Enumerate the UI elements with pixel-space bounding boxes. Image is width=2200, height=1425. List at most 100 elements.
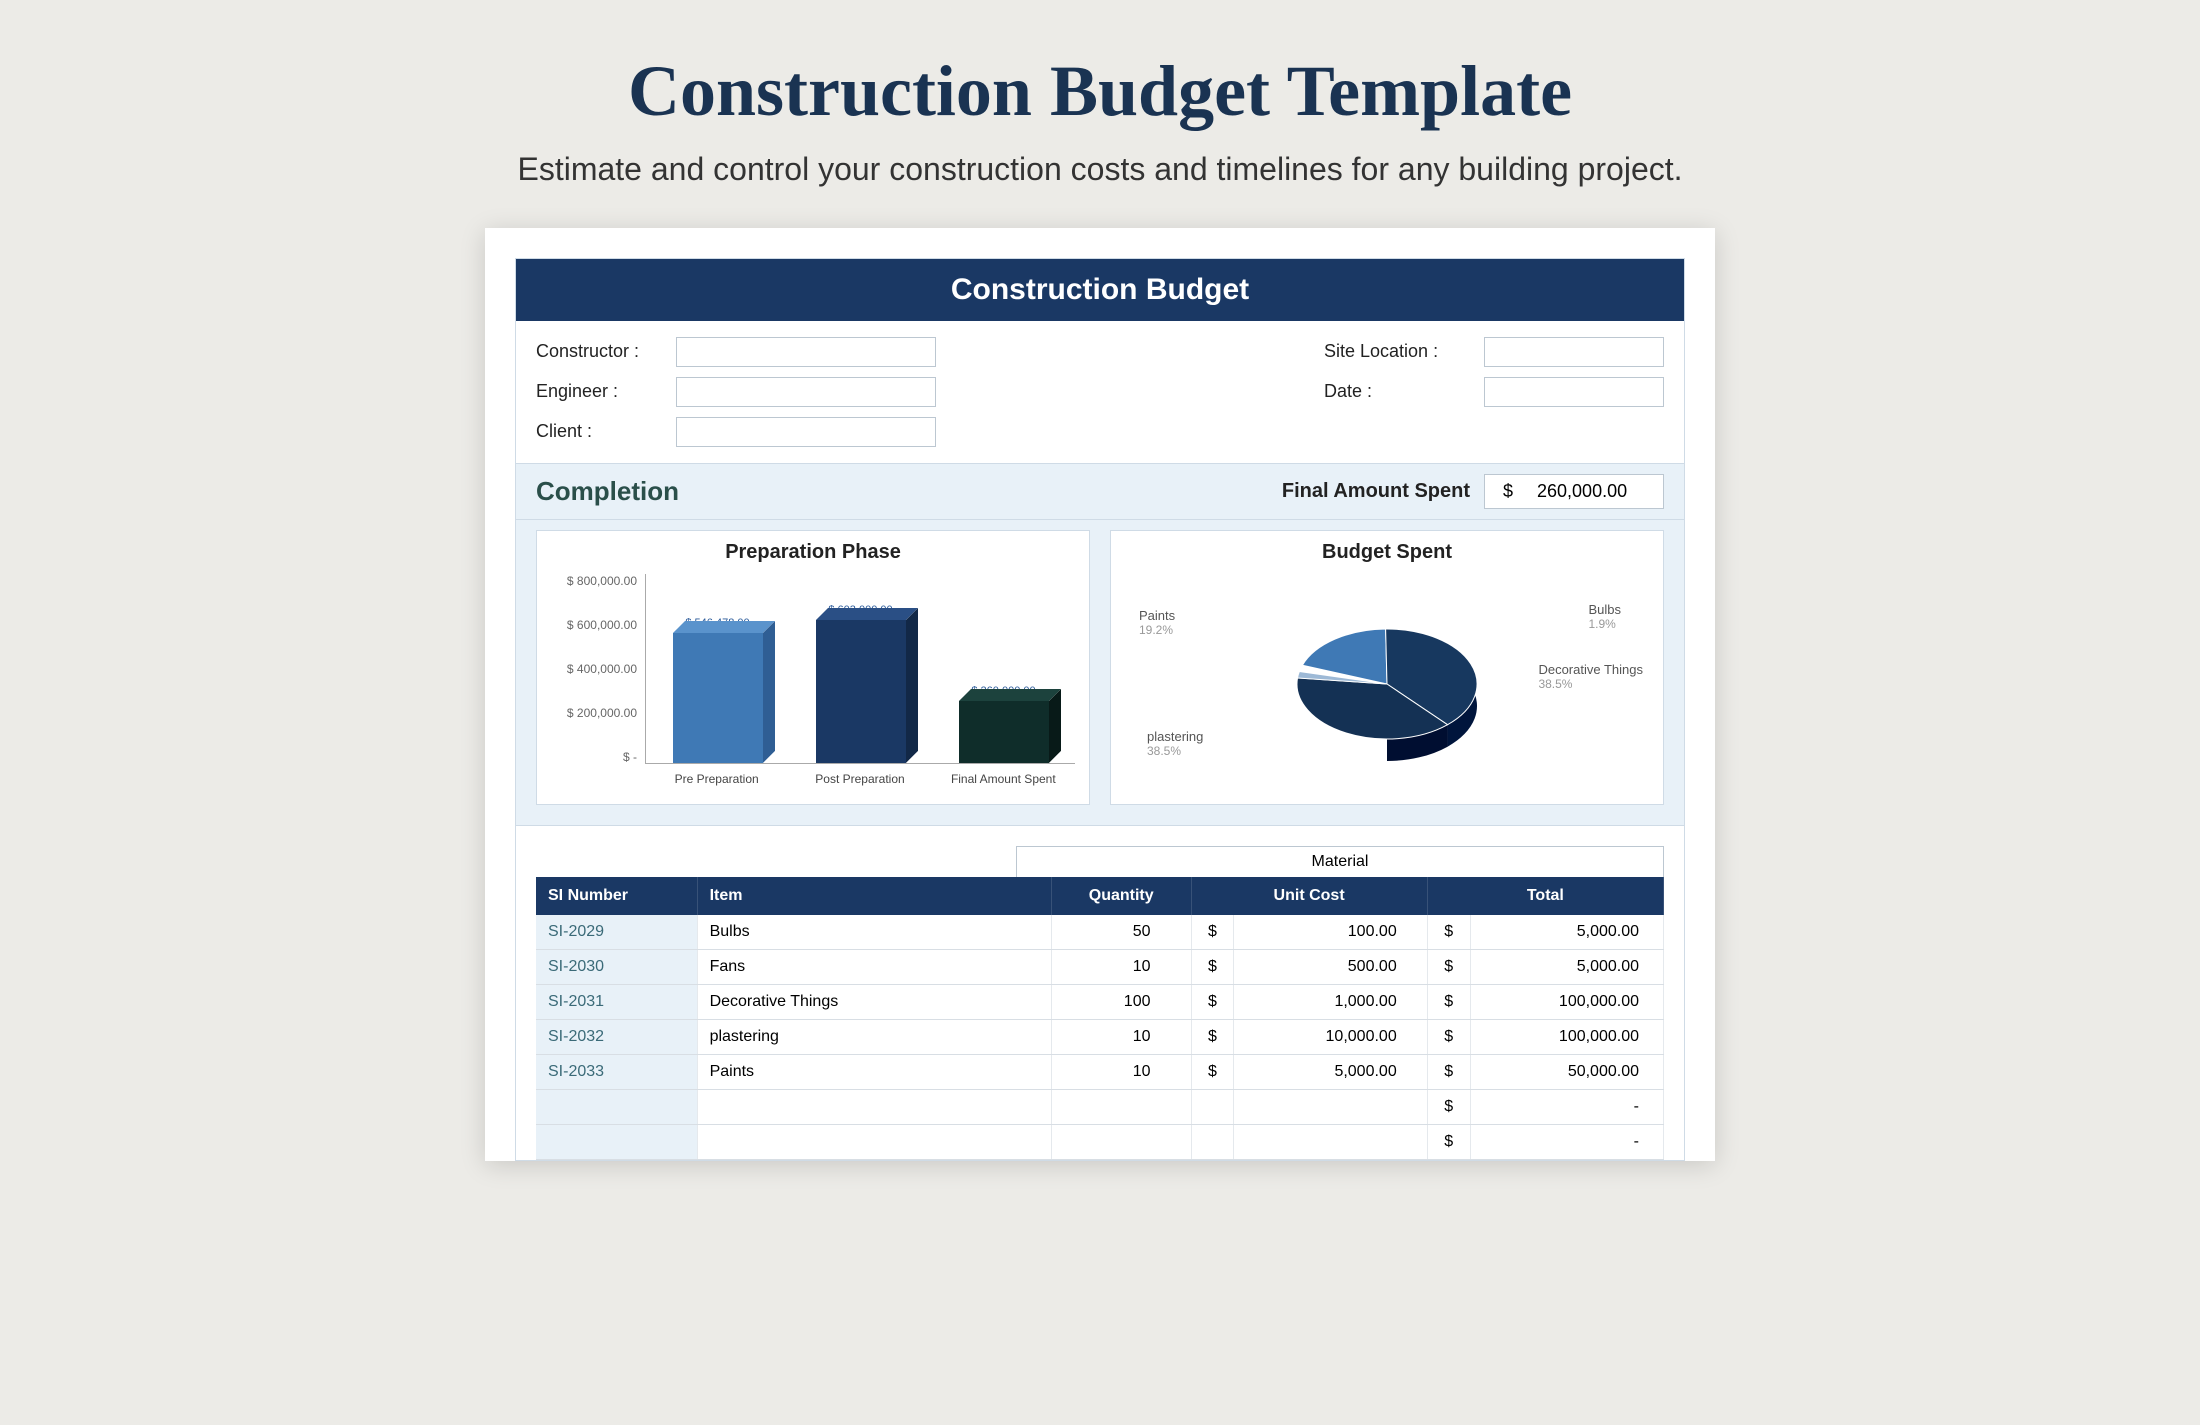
cell-item: Bulbs	[697, 915, 1051, 950]
material-header-strip: Material	[536, 846, 1664, 877]
pie-label-pct: 1.9%	[1588, 617, 1621, 631]
prep-chart-bars: $ 546,478.00$ 603,000.00$ 260,000.00	[645, 574, 1075, 764]
cell-unit-cur: $	[1191, 1055, 1234, 1090]
col-item: Item	[697, 877, 1051, 915]
cell-unit: 5,000.00	[1234, 1055, 1427, 1090]
cell-unit	[1234, 1125, 1427, 1160]
bar-category-label: Post Preparation	[800, 772, 920, 786]
cell-unit: 100.00	[1234, 915, 1427, 950]
cell-total-cur: $	[1427, 985, 1470, 1020]
engineer-label: Engineer :	[536, 377, 676, 407]
pie-chart-card: Budget Spent Paints19.2%plastering38.5%D…	[1110, 530, 1664, 805]
cell-unit: 10,000.00	[1234, 1020, 1427, 1055]
client-label: Client :	[536, 417, 676, 447]
prep-chart-title: Preparation Phase	[551, 541, 1075, 564]
cell-qty	[1051, 1125, 1191, 1160]
cell-si: SI-2032	[536, 1020, 697, 1055]
bar-3d	[816, 620, 906, 763]
cell-total-cur: $	[1427, 1020, 1470, 1055]
cell-total-cur: $	[1427, 1055, 1470, 1090]
prep-chart-categories: Pre Preparation Post Preparation Final Amo…	[645, 772, 1075, 786]
client-input[interactable]	[676, 417, 936, 447]
bar-3d	[959, 701, 1049, 763]
cell-unit	[1234, 1090, 1427, 1125]
yaxis-tick: $ 600,000.00	[551, 618, 637, 632]
cell-unit-cur	[1191, 1090, 1234, 1125]
completion-title: Completion	[536, 476, 679, 507]
table-row: SI-2030Fans10$500.00$5,000.00	[536, 950, 1664, 985]
material-section-label: Material	[1016, 846, 1664, 877]
pie-label-text: plastering	[1147, 729, 1203, 744]
pie-chart-title: Budget Spent	[1125, 541, 1649, 564]
bar: $ 260,000.00	[944, 573, 1064, 763]
constructor-input[interactable]	[676, 337, 936, 367]
cell-total-cur: $	[1427, 1125, 1470, 1160]
cell-si: SI-2031	[536, 985, 697, 1020]
pie-label-text: Paints	[1139, 608, 1175, 623]
material-table: SI Number Item Quantity Unit Cost Total …	[536, 877, 1664, 1160]
bar-3d	[673, 633, 763, 763]
pie-chart: Paints19.2%plastering38.5%Decorative Thi…	[1125, 574, 1649, 794]
site-input[interactable]	[1484, 337, 1664, 367]
col-si: SI Number	[536, 877, 697, 915]
table-row: SI-2032plastering10$10,000.00$100,000.00	[536, 1020, 1664, 1055]
bar: $ 603,000.00	[801, 573, 921, 763]
completion-bar: Completion Final Amount Spent $ 260,000.…	[516, 464, 1684, 520]
cell-total-cur: $	[1427, 950, 1470, 985]
yaxis-tick: $ -	[551, 750, 637, 764]
table-row: SI-2033Paints10$5,000.00$50,000.00	[536, 1055, 1664, 1090]
pie-label: Decorative Things38.5%	[1538, 662, 1643, 691]
cell-unit: 500.00	[1234, 950, 1427, 985]
page-root: Construction Budget Template Estimate an…	[0, 0, 2200, 1161]
pie-label-pct: 38.5%	[1538, 677, 1643, 691]
cell-item: plastering	[697, 1020, 1051, 1055]
cell-item: Fans	[697, 950, 1051, 985]
cell-total: -	[1470, 1090, 1663, 1125]
pie-label-text: Bulbs	[1588, 602, 1621, 617]
final-amount-label: Final Amount Spent	[1282, 480, 1470, 503]
cell-unit-cur: $	[1191, 950, 1234, 985]
yaxis-tick: $ 200,000.00	[551, 706, 637, 720]
cell-unit-cur: $	[1191, 985, 1234, 1020]
bar: $ 546,478.00	[658, 573, 778, 763]
material-tbody: SI-2029Bulbs50$100.00$5,000.00SI-2030Fan…	[536, 915, 1664, 1160]
cell-total: -	[1470, 1125, 1663, 1160]
cell-qty: 100	[1051, 985, 1191, 1020]
col-unit-cost: Unit Cost	[1191, 877, 1427, 915]
cell-total: 50,000.00	[1470, 1055, 1663, 1090]
date-label: Date :	[1324, 377, 1484, 407]
cell-qty	[1051, 1090, 1191, 1125]
cell-total: 5,000.00	[1470, 950, 1663, 985]
prep-chart: $ 800,000.00 $ 600,000.00 $ 400,000.00 $ 20…	[551, 574, 1075, 764]
cell-qty: 50	[1051, 915, 1191, 950]
page-subtitle: Estimate and control your construction c…	[0, 151, 2200, 188]
pie-label-text: Decorative Things	[1538, 662, 1643, 677]
cell-si	[536, 1125, 697, 1160]
spreadsheet-card: Construction Budget Constructor : Site L…	[485, 228, 1715, 1161]
yaxis-tick: $ 800,000.00	[551, 574, 637, 588]
pie-label-pct: 38.5%	[1147, 744, 1203, 758]
table-row-empty: $-	[536, 1090, 1664, 1125]
pie-label-pct: 19.2%	[1139, 623, 1175, 637]
cell-total-cur: $	[1427, 915, 1470, 950]
cell-item	[697, 1125, 1051, 1160]
table-row-empty: $-	[536, 1125, 1664, 1160]
prep-chart-card: Preparation Phase $ 800,000.00 $ 600,000.…	[536, 530, 1090, 805]
info-grid: Constructor : Site Location : Engineer :…	[516, 321, 1684, 464]
date-input[interactable]	[1484, 377, 1664, 407]
cell-si: SI-2030	[536, 950, 697, 985]
page-title: Construction Budget Template	[0, 50, 2200, 133]
cell-si: SI-2033	[536, 1055, 697, 1090]
cell-qty: 10	[1051, 1055, 1191, 1090]
yaxis-tick: $ 400,000.00	[551, 662, 637, 676]
engineer-input[interactable]	[676, 377, 936, 407]
cell-item: Paints	[697, 1055, 1051, 1090]
bar-category-label: Final Amount Spent	[943, 772, 1063, 786]
cell-unit-cur: $	[1191, 1020, 1234, 1055]
cell-unit-cur	[1191, 1125, 1234, 1160]
pie-label: Bulbs1.9%	[1588, 602, 1621, 631]
cell-qty: 10	[1051, 1020, 1191, 1055]
final-amount-row: Final Amount Spent $ 260,000.00	[1282, 474, 1664, 509]
bar-category-label: Pre Preparation	[657, 772, 777, 786]
cell-total: 100,000.00	[1470, 985, 1663, 1020]
